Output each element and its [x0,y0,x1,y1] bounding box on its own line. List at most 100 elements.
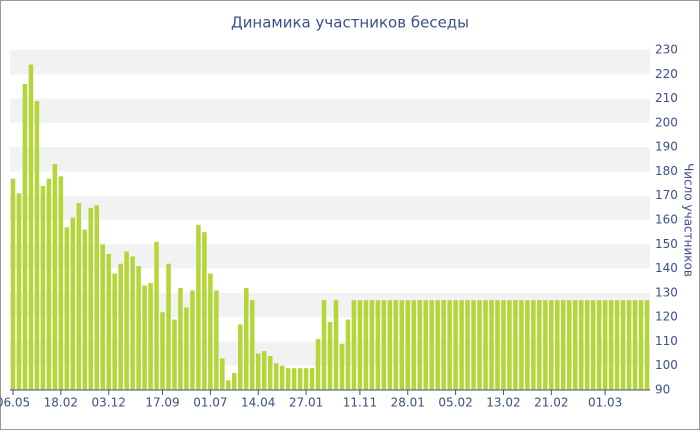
bar [214,290,219,390]
bar [537,300,542,390]
bar [28,64,34,391]
bar [309,368,315,390]
grid-band [10,244,650,269]
bar [435,300,440,390]
bar [333,300,339,390]
bar [483,300,488,390]
bar [70,217,76,390]
bar [46,178,52,390]
y-tick-label: 140 [655,261,678,275]
bar [501,300,506,390]
bar [369,300,375,390]
y-tick-label: 150 [655,237,678,251]
bar [459,300,464,390]
bar [489,300,494,390]
bar [112,273,117,390]
bar [513,300,518,390]
bar [357,300,363,390]
x-tick-label: 06.05 [0,396,30,410]
bar [154,241,159,390]
y-tick-label: 220 [655,67,678,81]
x-tick-label: 27.01 [289,396,323,410]
x-tick-label: 01.03 [588,396,622,410]
bar [626,300,632,390]
x-tick-label: 21.02 [534,396,568,410]
x-tick-label: 18.02 [44,396,78,410]
bar [10,178,16,390]
bar [291,368,297,390]
bar [88,207,94,390]
bar [543,300,548,390]
bar [345,319,351,390]
bar [130,256,135,390]
y-tick-label: 190 [655,140,678,154]
bar [393,300,399,390]
bar [76,203,82,390]
grid-band [10,98,650,123]
bar [495,300,500,390]
bar [447,300,452,390]
bar [94,205,100,390]
bar [327,322,333,390]
bar [82,229,88,390]
bar [202,232,207,390]
bar [273,363,279,390]
bar [363,300,369,390]
bar [411,300,417,390]
bar [566,300,572,390]
bar [267,356,273,390]
x-tick-label: 11.11 [343,396,377,410]
bar [351,300,357,390]
y-tick-label: 90 [655,383,670,397]
bar [555,300,560,390]
bar [375,300,381,390]
bar [64,227,70,390]
y-tick-label: 110 [655,334,678,348]
bar [52,164,58,390]
bar [638,300,644,390]
bar [285,368,291,390]
x-tick-label: 03.12 [92,396,126,410]
bar [507,300,512,390]
x-tick-label: 17.09 [145,396,179,410]
bar [255,353,261,390]
bar [58,176,64,390]
bar [100,244,105,390]
x-tick-label: 01.07 [193,396,227,410]
bar [243,288,249,390]
grid-band [10,195,650,220]
bar [160,312,165,390]
bar [297,368,303,390]
bar [429,300,434,390]
bar [608,300,614,390]
bar [560,300,566,390]
bar [279,365,285,390]
bar [226,380,231,390]
bar [572,300,578,390]
bar [620,300,626,390]
bar [208,273,213,390]
bar [525,300,530,390]
bar [220,358,225,390]
grid-band [10,147,650,172]
bar [136,266,141,390]
grid-band [10,50,650,75]
bar [184,307,189,390]
grid-band [10,292,650,318]
bar [423,300,428,390]
bar [453,300,458,390]
bar [232,373,237,390]
bar [477,300,482,390]
bar [124,251,129,390]
bar [632,300,638,390]
bar [172,319,177,390]
bar [602,300,608,390]
bar [417,300,422,390]
x-tick-label: 13.02 [486,396,520,410]
bar [584,300,590,390]
bar [471,300,476,390]
bar [238,324,243,390]
bar [614,300,620,390]
bar [106,254,111,390]
